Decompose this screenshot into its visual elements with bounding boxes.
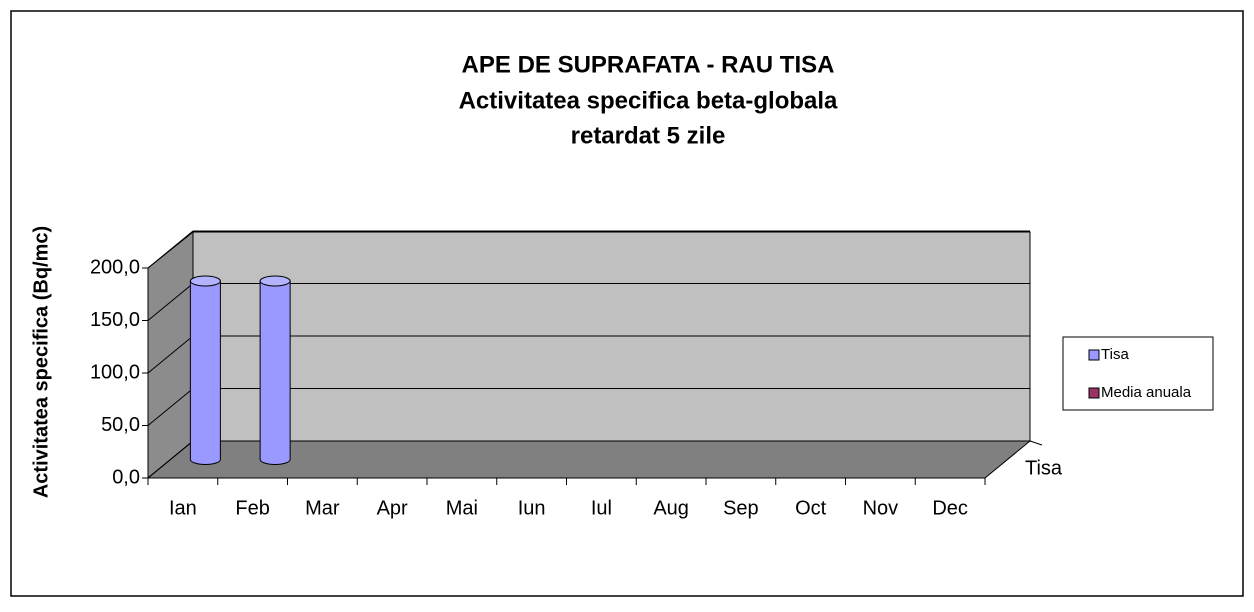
- grid-line: [147, 440, 194, 479]
- grid-line: [147, 335, 194, 374]
- legend-swatch: [1088, 387, 1100, 399]
- x-tick-label: Feb: [235, 497, 269, 519]
- x-tick-label: Dec: [932, 497, 968, 519]
- chart-title: retardat 5 zile: [571, 122, 726, 149]
- y-tick-label: 150,0: [90, 309, 140, 331]
- y-tick-label: 200,0: [90, 256, 140, 278]
- legend-label: Tisa: [1101, 346, 1129, 363]
- y-tick-label: 100,0: [90, 361, 140, 383]
- cylinder-top: [189, 275, 221, 287]
- y-axis-label: Activitatea specifica (Bq/mc): [30, 226, 52, 498]
- depth-tick: [1029, 440, 1043, 446]
- y-tick-label: 0,0: [112, 466, 140, 488]
- legend-swatch: [1088, 349, 1100, 361]
- bar: [259, 275, 291, 465]
- legend-label: Media anuala: [1101, 384, 1192, 401]
- grid-line: [147, 388, 194, 426]
- cylinder-body: [189, 280, 221, 465]
- depth-label: Tisa: [1025, 457, 1063, 479]
- x-tick-label: Oct: [795, 497, 827, 519]
- x-tick-label: Mar: [305, 497, 340, 519]
- cylinder-body: [259, 280, 291, 465]
- x-tick-label: Sep: [723, 497, 759, 519]
- chart-title: Activitatea specifica beta-globala: [459, 87, 838, 114]
- x-tick-label: Iun: [518, 497, 546, 519]
- x-tick-label: Nov: [863, 497, 899, 519]
- x-tick-label: Iul: [591, 497, 612, 519]
- y-tick-label: 50,0: [101, 414, 140, 436]
- grid-line: [147, 230, 194, 269]
- x-tick-label: Ian: [169, 497, 197, 519]
- x-tick-label: Apr: [377, 497, 408, 519]
- x-tick-label: Mai: [446, 497, 478, 519]
- chart-title: APE DE SUPRAFATA - RAU TISA: [462, 51, 835, 78]
- x-tick-label: Aug: [653, 497, 689, 519]
- legend: [1062, 336, 1214, 411]
- cylinder-top: [259, 275, 291, 287]
- bar: [189, 275, 221, 465]
- grid-line: [147, 283, 194, 321]
